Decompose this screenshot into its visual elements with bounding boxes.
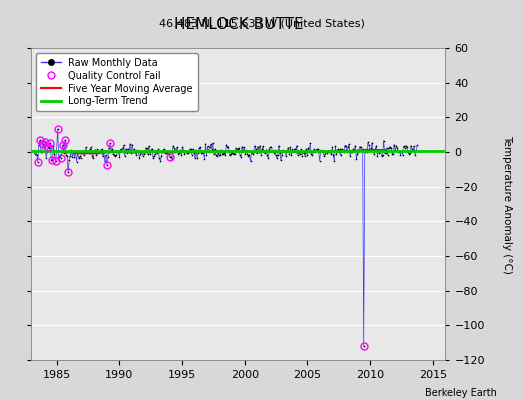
- Y-axis label: Temperature Anomaly (°C): Temperature Anomaly (°C): [501, 134, 511, 274]
- Legend: Raw Monthly Data, Quality Control Fail, Five Year Moving Average, Long-Term Tren: Raw Monthly Data, Quality Control Fail, …: [36, 53, 198, 111]
- Text: 46.483 N, 115.633 W (United States): 46.483 N, 115.633 W (United States): [159, 18, 365, 28]
- Title: HEMLOCK BUTTE: HEMLOCK BUTTE: [173, 16, 303, 32]
- Text: Berkeley Earth: Berkeley Earth: [425, 388, 497, 398]
